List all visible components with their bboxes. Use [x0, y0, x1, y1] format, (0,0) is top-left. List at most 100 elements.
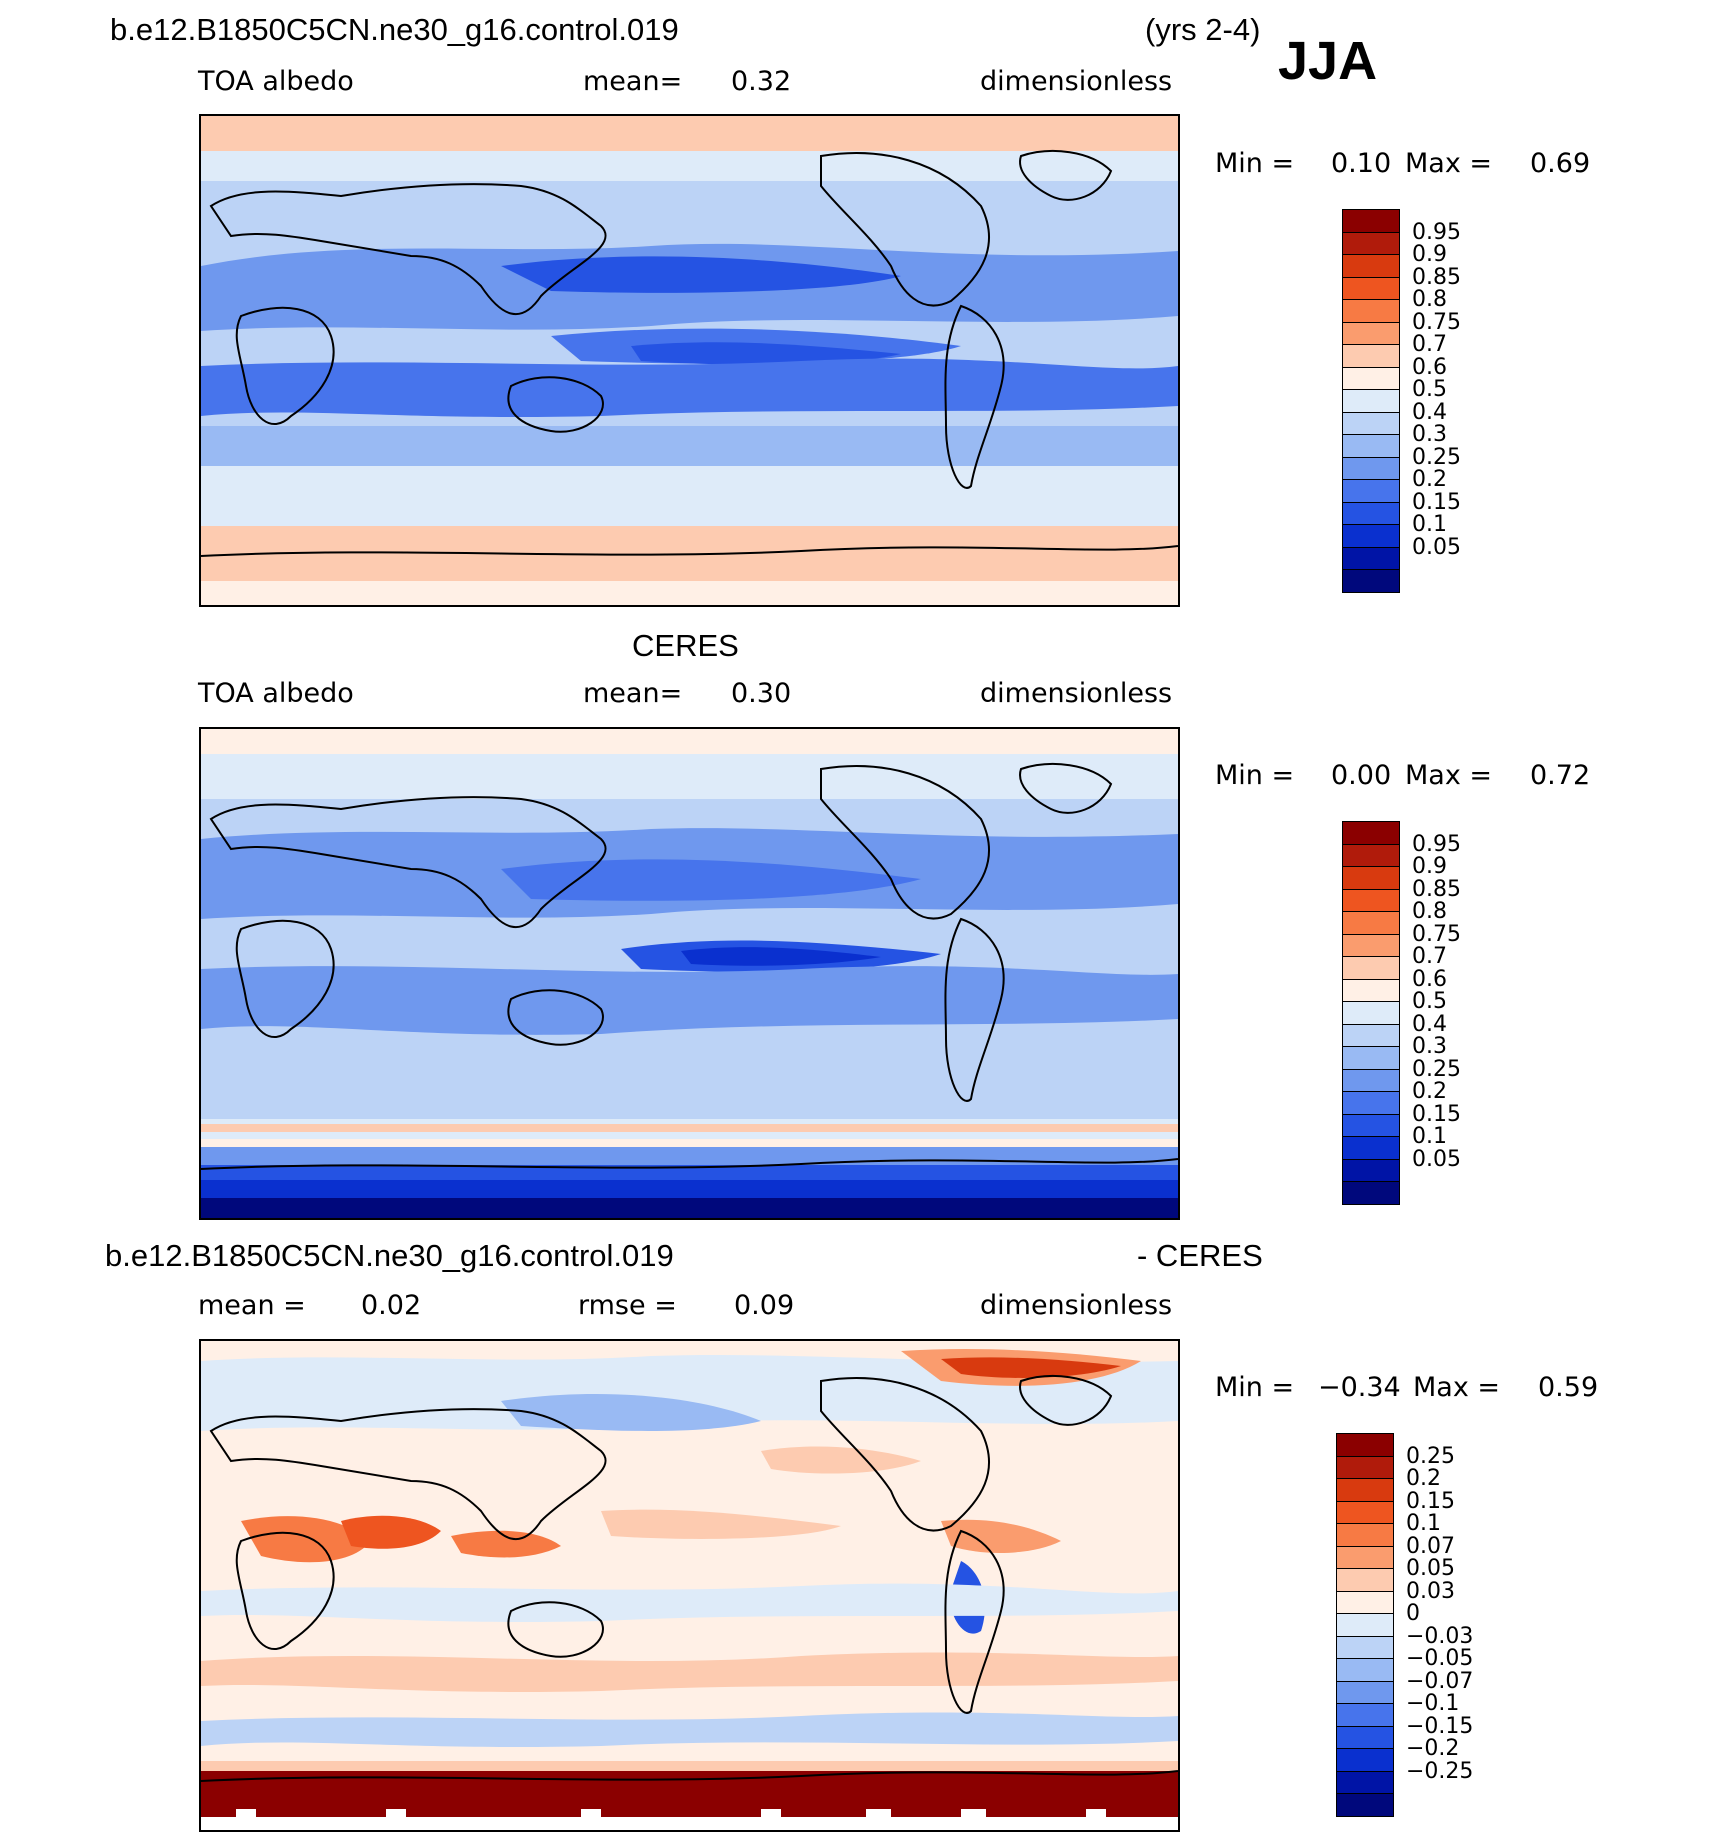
- panel3-min-value: −0.34: [1318, 1372, 1401, 1403]
- colorbar-label: 0.85: [1412, 264, 1461, 290]
- colorbar-swatch: [1336, 1523, 1394, 1547]
- colorbar-label: 0.1: [1406, 1511, 1441, 1536]
- colorbar-swatch: [1342, 569, 1400, 593]
- colorbar-swatch: [1342, 1091, 1400, 1115]
- colorbar-label: −0.07: [1406, 1668, 1474, 1694]
- panel2-mean-value: 0.30: [731, 678, 792, 709]
- colorbar-swatch: [1342, 321, 1400, 345]
- panel1-min-label: Min =: [1215, 148, 1295, 179]
- panel3-rmse-value: 0.09: [734, 1290, 795, 1321]
- colorbar-swatch: [1336, 1725, 1394, 1749]
- colorbar-label: 0.1: [1412, 1124, 1447, 1149]
- colorbar-label: 0.25: [1412, 1056, 1461, 1082]
- colorbar-label: 0.9: [1412, 854, 1447, 879]
- colorbar-swatch: [1336, 1590, 1394, 1614]
- colorbar-swatch: [1342, 821, 1400, 845]
- colorbar-label: 0.75: [1412, 309, 1461, 335]
- panel3-max-label: Max =: [1413, 1372, 1501, 1403]
- colorbar-swatch: [1342, 209, 1400, 233]
- colorbar-swatch: [1342, 389, 1400, 413]
- colorbar-label: 0.6: [1412, 354, 1447, 380]
- panel1-mean-value: 0.32: [731, 66, 792, 97]
- colorbar-label: 0.15: [1412, 489, 1461, 515]
- panel3-map: [199, 1339, 1180, 1832]
- panel3-min-label: Min =: [1215, 1372, 1295, 1403]
- colorbar-swatch: [1342, 1068, 1400, 1092]
- colorbar-swatch: [1342, 1001, 1400, 1025]
- colorbar-label: 0.05: [1406, 1556, 1455, 1581]
- colorbar-swatch: [1336, 1770, 1394, 1794]
- colorbar-swatch: [1336, 1680, 1394, 1704]
- colorbar-swatch: [1342, 1158, 1400, 1182]
- colorbar-swatch: [1336, 1658, 1394, 1682]
- colorbar-label: 0.15: [1412, 1101, 1461, 1127]
- colorbar-swatch: [1342, 276, 1400, 300]
- panel3-title-left: b.e12.B1850C5CN.ne30_g16.control.019: [105, 1238, 674, 1273]
- colorbar-swatch: [1336, 1500, 1394, 1524]
- colorbar-swatch: [1342, 231, 1400, 255]
- colorbar-label: 0.07: [1406, 1533, 1455, 1559]
- panel3-mean-label: mean =: [198, 1290, 306, 1321]
- panel1-variable: TOA albedo: [198, 66, 354, 97]
- colorbar-label: 0.05: [1412, 534, 1461, 560]
- colorbar-label: −0.03: [1406, 1623, 1474, 1649]
- colorbar-label: −0.25: [1406, 1758, 1474, 1784]
- colorbar-label: 0.6: [1412, 966, 1447, 992]
- colorbar-label: 0.4: [1412, 1011, 1447, 1037]
- season-label: JJA: [1278, 31, 1378, 91]
- colorbar-label: 0.05: [1412, 1146, 1461, 1172]
- colorbar-label: 0.2: [1412, 467, 1447, 492]
- colorbar-label: 0.95: [1412, 219, 1461, 245]
- colorbar-label: 0.25: [1412, 444, 1461, 470]
- colorbar-swatch: [1342, 1046, 1400, 1070]
- panel2-title: CERES: [632, 628, 739, 663]
- colorbar-label: 0.1: [1412, 512, 1447, 537]
- colorbar-swatch: [1342, 434, 1400, 458]
- colorbar-swatch: [1336, 1793, 1394, 1817]
- colorbar-swatch: [1342, 1023, 1400, 1047]
- colorbar-swatch: [1336, 1568, 1394, 1592]
- colorbar-label: −0.2: [1406, 1736, 1460, 1761]
- colorbar-swatch: [1342, 546, 1400, 570]
- colorbar-label: 0.25: [1406, 1443, 1455, 1469]
- colorbar-label: 0.8: [1412, 287, 1447, 312]
- colorbar-swatch: [1342, 1113, 1400, 1137]
- panel3-colorbar: 0.25 0.2 0.15 0.1 0.07 0.05 0.03 0 −0.03 −0.05 −0.…: [1336, 1433, 1473, 1817]
- colorbar-swatch: [1336, 1635, 1394, 1659]
- colorbar-swatch: [1342, 411, 1400, 435]
- panel2-max-value: 0.72: [1530, 760, 1591, 791]
- panel3-mean-value: 0.02: [361, 1290, 422, 1321]
- colorbar-label: −0.15: [1406, 1713, 1474, 1739]
- colorbar-swatch: [1342, 344, 1400, 368]
- colorbar-label: 0.03: [1406, 1578, 1455, 1604]
- colorbar-swatch: [1342, 254, 1400, 278]
- panel1-max-value: 0.69: [1530, 148, 1591, 179]
- colorbar-label: 0.8: [1412, 899, 1447, 924]
- colorbar-label: 0.75: [1412, 921, 1461, 947]
- colorbar-swatch: [1336, 1545, 1394, 1569]
- colorbar-label: 0.95: [1412, 831, 1461, 857]
- panel2-colorbar: 0.95 0.9 0.85 0.8 0.75 0.7 0.6 0.5 0.4 0.3 0.25 0.2…: [1342, 821, 1461, 1205]
- panel2-min-label: Min =: [1215, 760, 1295, 791]
- colorbar-swatch: [1342, 888, 1400, 912]
- years-label: (yrs 2-4): [1145, 12, 1261, 47]
- colorbar-label: 0.2: [1412, 1079, 1447, 1104]
- colorbar-swatch: [1342, 524, 1400, 548]
- colorbar-label: 0.85: [1412, 876, 1461, 902]
- panel3-units: dimensionless: [980, 1290, 1173, 1321]
- colorbar-label: 0.15: [1406, 1488, 1455, 1514]
- panel2-map: [199, 727, 1180, 1220]
- colorbar-swatch: [1342, 956, 1400, 980]
- colorbar-swatch: [1342, 366, 1400, 390]
- colorbar-swatch: [1336, 1455, 1394, 1479]
- colorbar-label: 0.9: [1412, 242, 1447, 267]
- colorbar-label: 0.7: [1412, 332, 1447, 357]
- panel2-min-value: 0.00: [1331, 760, 1392, 791]
- panel3-rmse-label: rmse =: [578, 1290, 677, 1321]
- colorbar-swatch: [1342, 933, 1400, 957]
- colorbar-label: 0.5: [1412, 377, 1447, 402]
- panel1-colorbar: 0.95 0.9 0.85 0.8 0.75 0.7 0.6 0.5 0.4 0.3 0.25 0.2…: [1342, 209, 1461, 593]
- colorbar-swatch: [1336, 1703, 1394, 1727]
- colorbar-label: 0.7: [1412, 944, 1447, 969]
- colorbar-swatch: [1342, 866, 1400, 890]
